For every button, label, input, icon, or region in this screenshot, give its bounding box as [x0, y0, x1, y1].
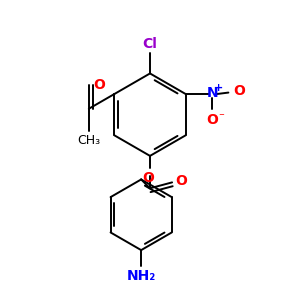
Text: N: N: [206, 85, 218, 100]
Text: ⁻: ⁻: [219, 112, 225, 123]
Text: O: O: [206, 113, 218, 127]
Text: +: +: [214, 82, 223, 93]
Text: O: O: [93, 78, 105, 92]
Text: O: O: [233, 84, 245, 98]
Text: O: O: [142, 171, 154, 184]
Text: CH₃: CH₃: [77, 134, 101, 147]
Text: NH₂: NH₂: [127, 269, 156, 283]
Text: O: O: [175, 174, 187, 188]
Text: Cl: Cl: [142, 38, 158, 51]
